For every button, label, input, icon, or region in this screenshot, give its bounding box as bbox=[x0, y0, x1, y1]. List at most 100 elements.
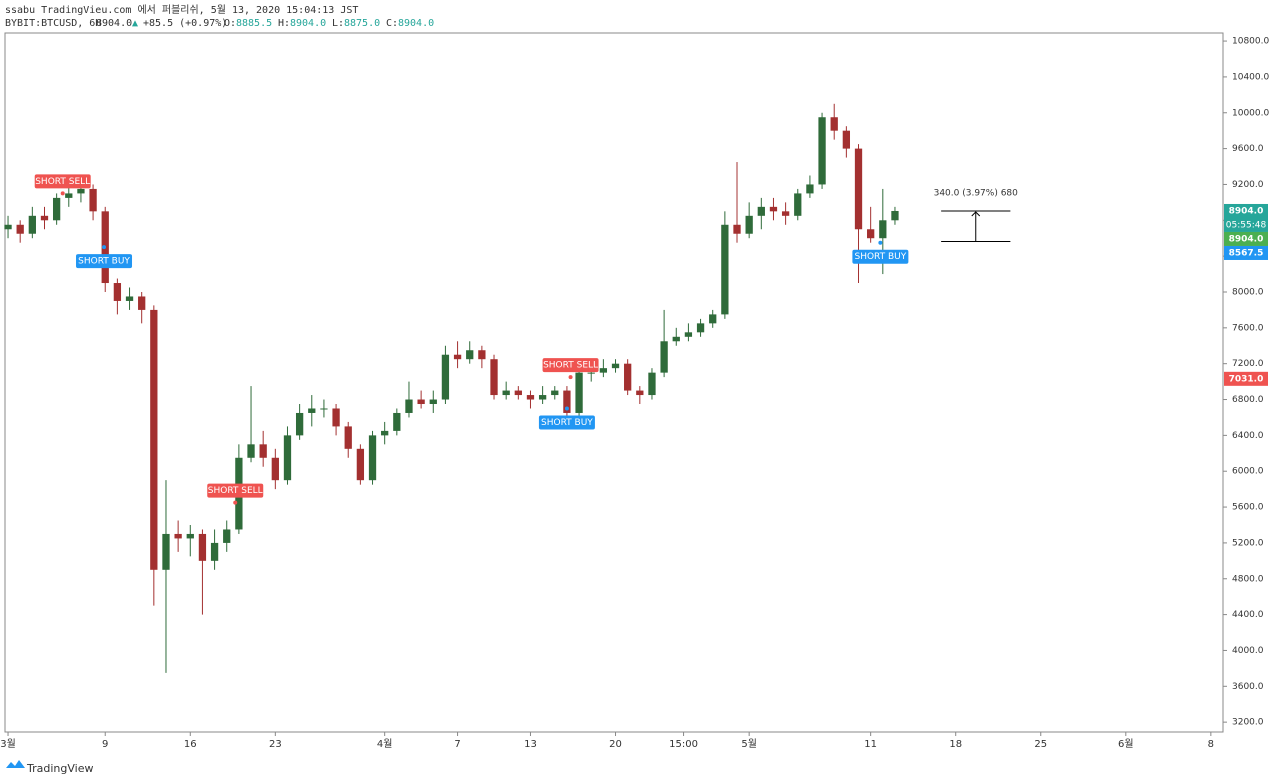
candle-body bbox=[733, 224, 741, 234]
candle-body bbox=[587, 372, 595, 374]
candle-body bbox=[806, 184, 814, 194]
signal-marker bbox=[564, 406, 569, 411]
candle-body bbox=[16, 224, 24, 234]
candle-body bbox=[502, 390, 510, 396]
change: +85.5 (+0.97%) bbox=[143, 18, 227, 29]
candle-body bbox=[636, 390, 644, 396]
x-tick-label: 6월 bbox=[1118, 738, 1134, 750]
signal-label: SHORT BUY bbox=[541, 418, 593, 428]
candle-body bbox=[356, 448, 365, 481]
symbol: BYBIT:BTCUSD, 6H bbox=[5, 18, 101, 29]
candle-body bbox=[563, 390, 571, 413]
candle-body bbox=[854, 148, 863, 230]
x-tick-label: 3월 bbox=[0, 738, 16, 750]
ohlc-value: 8904.0 bbox=[398, 18, 434, 29]
y-tick-label: 7600.0 bbox=[1232, 323, 1264, 333]
y-tick-label: 5600.0 bbox=[1232, 503, 1264, 513]
candle-body bbox=[162, 533, 170, 570]
price-badge-label: 8904.0 bbox=[1229, 206, 1264, 216]
signal-box bbox=[34, 174, 91, 189]
x-tick-label: 18 bbox=[949, 739, 962, 750]
candle-body bbox=[52, 197, 61, 221]
candle-body bbox=[781, 211, 790, 216]
y-tick-label: 7200.0 bbox=[1232, 359, 1264, 369]
candle-body bbox=[174, 533, 182, 539]
candle-body bbox=[77, 188, 85, 194]
ohlc-value: 8885.5 bbox=[236, 18, 272, 29]
signal-label: SHORT SELL bbox=[35, 177, 90, 187]
last-price: 8904.0 bbox=[96, 18, 132, 29]
signal-label: SHORT SELL bbox=[208, 486, 263, 496]
y-tick-label: 8000.0 bbox=[1232, 287, 1264, 297]
signal-box bbox=[538, 415, 595, 430]
candle-body bbox=[611, 363, 620, 369]
price-badge-label: 8567.5 bbox=[1229, 248, 1264, 258]
price-badge-label: 8904.0 bbox=[1229, 234, 1264, 244]
y-tick-label: 9600.0 bbox=[1232, 144, 1264, 154]
price-badge bbox=[1224, 231, 1268, 246]
price-badge-label: 7031.0 bbox=[1229, 374, 1264, 384]
change-arrow: ▲ bbox=[132, 18, 138, 29]
y-tick-label: 3200.0 bbox=[1232, 718, 1264, 728]
candle-body bbox=[794, 193, 802, 216]
candle-body bbox=[332, 408, 340, 427]
y-tick-label: 6800.0 bbox=[1232, 395, 1264, 405]
candle-body bbox=[320, 408, 328, 410]
candle-body bbox=[818, 117, 826, 185]
ohlc-key: O: bbox=[224, 18, 236, 29]
candle-body bbox=[721, 224, 729, 315]
plot-frame bbox=[4, 32, 1224, 733]
x-tick-label: 16 bbox=[184, 739, 197, 750]
signal-box bbox=[76, 254, 133, 269]
signal-box bbox=[852, 249, 909, 264]
candle-body bbox=[259, 444, 267, 458]
candle-body bbox=[745, 215, 753, 234]
y-tick-label: 10800.0 bbox=[1232, 37, 1269, 47]
candle-body bbox=[40, 215, 49, 221]
x-tick-label: 8 bbox=[1208, 739, 1214, 750]
candle-body bbox=[150, 309, 158, 570]
y-tick-label: 4400.0 bbox=[1232, 610, 1264, 620]
candle-body bbox=[867, 229, 875, 239]
candle-body bbox=[344, 426, 352, 449]
signal-marker bbox=[878, 240, 883, 245]
candle-body bbox=[223, 529, 231, 543]
x-tick-label: 15:00 bbox=[669, 739, 698, 750]
candle-body bbox=[478, 350, 486, 360]
candle-body bbox=[842, 130, 851, 149]
candle-body bbox=[405, 399, 413, 413]
y-tick-label: 4800.0 bbox=[1232, 574, 1264, 584]
y-tick-label: 6400.0 bbox=[1232, 431, 1264, 441]
candle-body bbox=[198, 533, 207, 561]
ohlc-value: 8875.0 bbox=[344, 18, 380, 29]
signal-marker bbox=[60, 191, 65, 196]
candle-body bbox=[672, 336, 680, 342]
candle-body bbox=[551, 390, 559, 396]
candle-body bbox=[308, 408, 316, 413]
ohlc-value: 8904.0 bbox=[290, 18, 326, 29]
x-tick-label: 23 bbox=[269, 739, 282, 750]
ohlc-key: H: bbox=[278, 18, 290, 29]
signal-marker bbox=[233, 500, 238, 505]
candle-body bbox=[210, 542, 219, 561]
y-tick-label: 6000.0 bbox=[1232, 467, 1264, 477]
candle-body bbox=[648, 372, 656, 396]
signal-box bbox=[542, 358, 599, 373]
candle-body bbox=[65, 193, 73, 198]
candle-body bbox=[490, 359, 498, 396]
price-badge bbox=[1224, 245, 1268, 260]
candle-body bbox=[138, 296, 146, 310]
signal-box bbox=[207, 483, 264, 498]
ohlc-key: L: bbox=[332, 18, 344, 29]
candle-body bbox=[538, 395, 547, 400]
candle-body bbox=[891, 210, 899, 221]
candle-body bbox=[441, 354, 450, 400]
candle-body bbox=[4, 224, 12, 230]
y-tick-label: 5200.0 bbox=[1232, 538, 1264, 548]
y-tick-label: 3600.0 bbox=[1232, 682, 1264, 692]
brand: TradingView bbox=[26, 762, 93, 775]
candle-body bbox=[247, 444, 255, 458]
signal-label: SHORT BUY bbox=[854, 252, 906, 262]
price-badge bbox=[1224, 371, 1268, 386]
